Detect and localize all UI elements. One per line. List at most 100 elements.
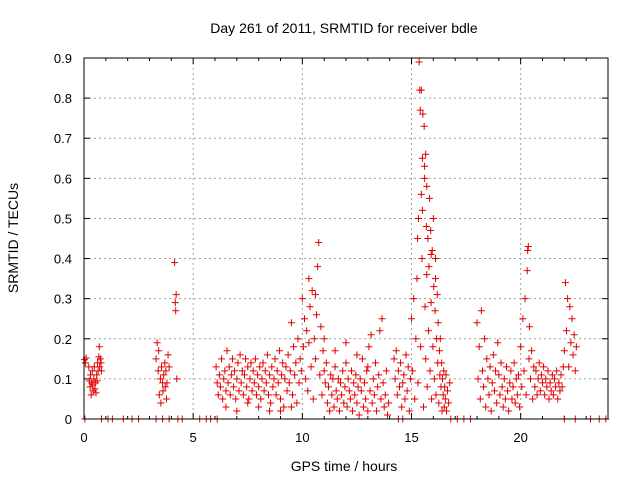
data-point — [489, 351, 497, 359]
data-point — [284, 351, 292, 359]
data-point — [435, 399, 443, 407]
data-point — [483, 355, 491, 363]
data-point — [222, 403, 230, 411]
data-point — [323, 399, 331, 407]
data-point — [245, 395, 253, 403]
data-point — [371, 359, 379, 367]
data-point — [347, 367, 355, 375]
data-point — [493, 399, 501, 407]
data-point — [497, 359, 505, 367]
data-point — [164, 351, 172, 359]
data-point — [341, 383, 349, 391]
data-point — [398, 403, 406, 411]
data-point — [425, 194, 433, 202]
data-point — [423, 271, 431, 279]
data-point — [532, 367, 540, 375]
data-point — [305, 339, 313, 347]
data-point — [561, 279, 569, 287]
data-point — [283, 387, 291, 395]
data-point — [484, 375, 492, 383]
data-point — [525, 323, 533, 331]
data-point — [349, 407, 357, 415]
x-tick-label: 0 — [80, 430, 87, 445]
data-point — [236, 351, 244, 359]
data-point — [373, 407, 381, 415]
data-point — [314, 263, 322, 271]
data-point — [537, 371, 545, 379]
data-point — [567, 339, 575, 347]
data-point — [359, 403, 367, 411]
data-point — [156, 375, 164, 383]
data-point — [506, 379, 514, 387]
data-point — [222, 387, 230, 395]
data-point — [362, 395, 370, 403]
data-point — [526, 375, 534, 383]
data-point — [565, 363, 573, 371]
data-point — [363, 367, 371, 375]
data-point — [96, 355, 104, 363]
data-point — [406, 375, 414, 383]
data-point — [350, 379, 358, 387]
data-point — [429, 343, 437, 351]
x-axis-label: GPS time / hours — [291, 458, 398, 474]
data-point — [568, 315, 576, 323]
data-point — [304, 387, 312, 395]
data-point — [307, 363, 315, 371]
data-point — [539, 379, 546, 387]
data-point — [442, 371, 450, 379]
y-tick-label: 0.1 — [54, 372, 72, 387]
data-point — [530, 363, 538, 371]
data-point — [513, 391, 521, 399]
data-point — [273, 367, 281, 375]
data-point — [342, 359, 350, 367]
data-point — [255, 403, 263, 411]
data-point — [320, 367, 328, 375]
data-point — [279, 359, 287, 367]
data-point — [247, 359, 255, 367]
data-point — [379, 379, 387, 387]
data-point — [548, 371, 556, 379]
data-point — [154, 367, 162, 375]
data-point — [516, 403, 524, 411]
data-point — [353, 351, 361, 359]
data-point — [163, 379, 171, 387]
data-point — [499, 403, 507, 411]
data-point — [331, 347, 339, 355]
data-point — [520, 367, 528, 375]
data-point — [391, 375, 399, 383]
data-point — [240, 371, 248, 379]
y-tick-label: 0.9 — [54, 51, 72, 66]
data-point — [339, 367, 347, 375]
data-point — [311, 355, 319, 363]
data-point — [269, 383, 277, 391]
data-point — [155, 391, 163, 399]
data-point — [427, 226, 435, 234]
data-point — [321, 379, 329, 387]
data-point — [319, 347, 327, 355]
y-tick-label: 0.7 — [54, 131, 72, 146]
data-point — [498, 383, 506, 391]
data-point — [287, 319, 295, 327]
data-point — [524, 247, 532, 255]
data-point — [511, 399, 519, 407]
data-point — [394, 367, 402, 375]
data-point — [500, 375, 508, 383]
data-point — [508, 395, 516, 403]
data-point — [413, 275, 421, 283]
data-point — [335, 407, 343, 415]
data-point — [81, 359, 89, 367]
data-point — [353, 399, 361, 407]
data-point — [377, 395, 385, 403]
data-point — [212, 363, 220, 371]
data-point — [423, 182, 431, 190]
data-point — [557, 371, 565, 379]
data-point — [280, 403, 288, 411]
data-point — [244, 399, 252, 407]
y-axis-label: SRMTID / TECUs — [5, 183, 21, 293]
data-point — [420, 122, 428, 130]
data-point — [343, 403, 351, 411]
data-point — [481, 335, 489, 343]
data-point — [332, 387, 340, 395]
data-point — [93, 371, 101, 379]
data-point — [333, 395, 341, 403]
